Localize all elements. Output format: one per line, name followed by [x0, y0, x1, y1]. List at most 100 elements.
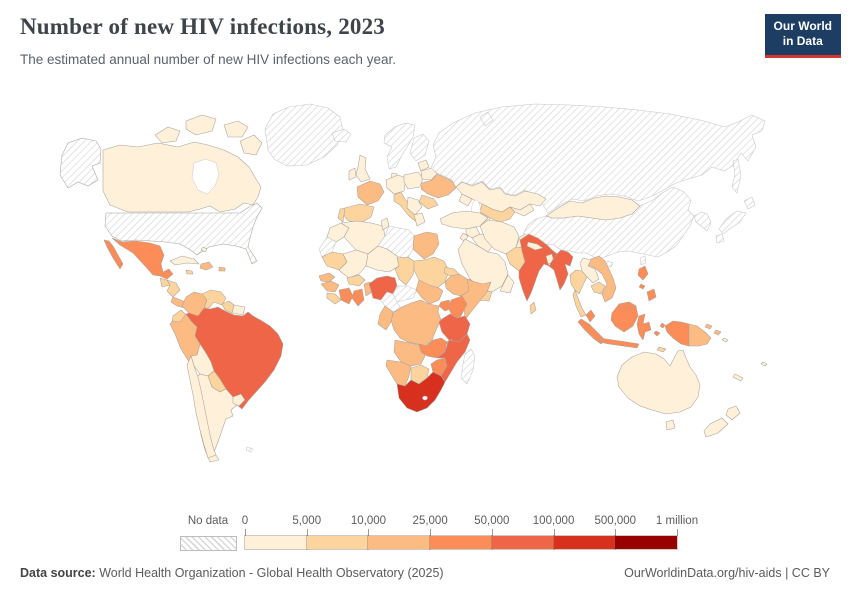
country-shape[interactable]	[598, 337, 640, 349]
country-shape[interactable]	[418, 337, 448, 359]
country-shape[interactable]	[406, 196, 423, 216]
country-shape[interactable]	[518, 233, 563, 302]
country-shape[interactable]	[394, 256, 416, 286]
country-shape[interactable]	[616, 349, 701, 415]
country-shape[interactable]	[479, 111, 494, 127]
country-shape[interactable]	[548, 249, 574, 291]
country-shape[interactable]	[418, 194, 439, 210]
country-shape[interactable]	[721, 337, 729, 343]
country-shape[interactable]	[436, 333, 471, 383]
country-shape[interactable]	[383, 122, 416, 170]
country-shape[interactable]	[458, 193, 473, 207]
country-shape[interactable]	[104, 202, 263, 265]
country-shape[interactable]	[731, 158, 742, 194]
country-shape[interactable]	[545, 195, 641, 221]
country-shape[interactable]	[264, 103, 344, 167]
country-shape[interactable]	[703, 417, 729, 438]
country-shape[interactable]	[587, 255, 617, 303]
country-shape[interactable]	[169, 255, 200, 266]
country-shape[interactable]	[457, 238, 509, 293]
country-shape[interactable]	[201, 289, 227, 309]
country-shape[interactable]	[356, 180, 385, 206]
country-shape[interactable]	[393, 339, 426, 367]
country-shape[interactable]	[385, 174, 407, 195]
country-shape[interactable]	[390, 299, 442, 347]
country-shape[interactable]	[396, 371, 446, 413]
country-shape[interactable]	[636, 313, 652, 341]
country-shape[interactable]	[585, 309, 596, 323]
country-shape[interactable]	[199, 261, 214, 271]
country-shape[interactable]	[245, 446, 254, 453]
country-shape[interactable]	[438, 299, 453, 312]
country-shape[interactable]	[743, 196, 756, 210]
country-shape[interactable]	[693, 211, 712, 232]
country-shape[interactable]	[715, 233, 725, 244]
country-shape[interactable]	[412, 231, 440, 260]
country-shape[interactable]	[154, 126, 181, 144]
country-shape[interactable]	[664, 320, 690, 347]
country-shape[interactable]	[231, 304, 246, 316]
country-shape[interactable]	[605, 260, 614, 268]
country-shape[interactable]	[665, 419, 676, 431]
country-shape[interactable]	[186, 355, 217, 459]
country-shape[interactable]	[102, 141, 262, 213]
country-shape[interactable]	[377, 305, 394, 331]
country-shape[interactable]	[166, 279, 181, 298]
country-shape[interactable]	[232, 393, 246, 407]
country-shape[interactable]	[185, 269, 194, 275]
country-shape[interactable]	[637, 265, 657, 302]
country-shape[interactable]	[223, 120, 249, 138]
country-shape[interactable]	[351, 288, 365, 307]
country-shape[interactable]	[331, 128, 352, 143]
country-shape[interactable]	[318, 272, 336, 283]
country-shape[interactable]	[656, 346, 667, 353]
country-shape[interactable]	[338, 287, 354, 305]
legend-no-data-swatch[interactable]	[180, 536, 237, 551]
country-shape[interactable]	[718, 210, 747, 235]
country-shape[interactable]	[355, 154, 371, 183]
country-shape[interactable]	[320, 280, 340, 293]
country-shape[interactable]	[239, 134, 263, 156]
country-shape[interactable]	[326, 292, 342, 305]
country-shape[interactable]	[579, 257, 600, 284]
country-shape[interactable]	[420, 167, 438, 181]
country-shape[interactable]	[439, 210, 489, 230]
country-shape[interactable]	[725, 405, 741, 421]
country-shape[interactable]	[448, 295, 468, 321]
country-shape[interactable]	[111, 237, 174, 280]
country-shape[interactable]	[732, 373, 744, 382]
country-shape[interactable]	[346, 274, 366, 287]
country-shape[interactable]	[59, 137, 102, 189]
country-shape[interactable]	[415, 279, 444, 305]
country-shape[interactable]	[653, 322, 666, 337]
country-shape[interactable]	[618, 301, 637, 309]
country-shape[interactable]	[337, 207, 346, 223]
country-shape[interactable]	[413, 212, 426, 227]
country-shape[interactable]	[218, 266, 226, 272]
country-shape[interactable]	[185, 114, 217, 136]
country-shape[interactable]	[200, 246, 208, 253]
country-shape[interactable]	[420, 173, 457, 199]
country-shape[interactable]	[526, 241, 544, 251]
country-shape[interactable]	[417, 159, 430, 172]
country-shape[interactable]	[569, 269, 588, 295]
country-shape[interactable]	[529, 301, 537, 315]
country-shape[interactable]	[760, 361, 768, 367]
country-shape[interactable]	[704, 323, 722, 336]
country-shape[interactable]	[403, 171, 424, 190]
country-shape[interactable]	[577, 318, 606, 345]
country-shape[interactable]	[499, 274, 515, 294]
country-shape[interactable]	[572, 289, 587, 318]
license-link[interactable]: OurWorldinData.org/hiv-aids | CC BY	[624, 566, 830, 580]
legend-color-bar[interactable]	[244, 535, 679, 550]
country-shape[interactable]	[348, 167, 357, 181]
country-shape[interactable]	[639, 255, 647, 266]
country-shape[interactable]	[688, 323, 712, 347]
country-shape[interactable]	[509, 203, 535, 217]
country-shape[interactable]	[590, 281, 606, 295]
country-shape[interactable]	[430, 103, 766, 214]
country-shape[interactable]	[460, 348, 476, 385]
country-shape[interactable]	[460, 278, 492, 321]
country-shape[interactable]	[392, 285, 418, 303]
country-shape[interactable]	[409, 133, 430, 162]
